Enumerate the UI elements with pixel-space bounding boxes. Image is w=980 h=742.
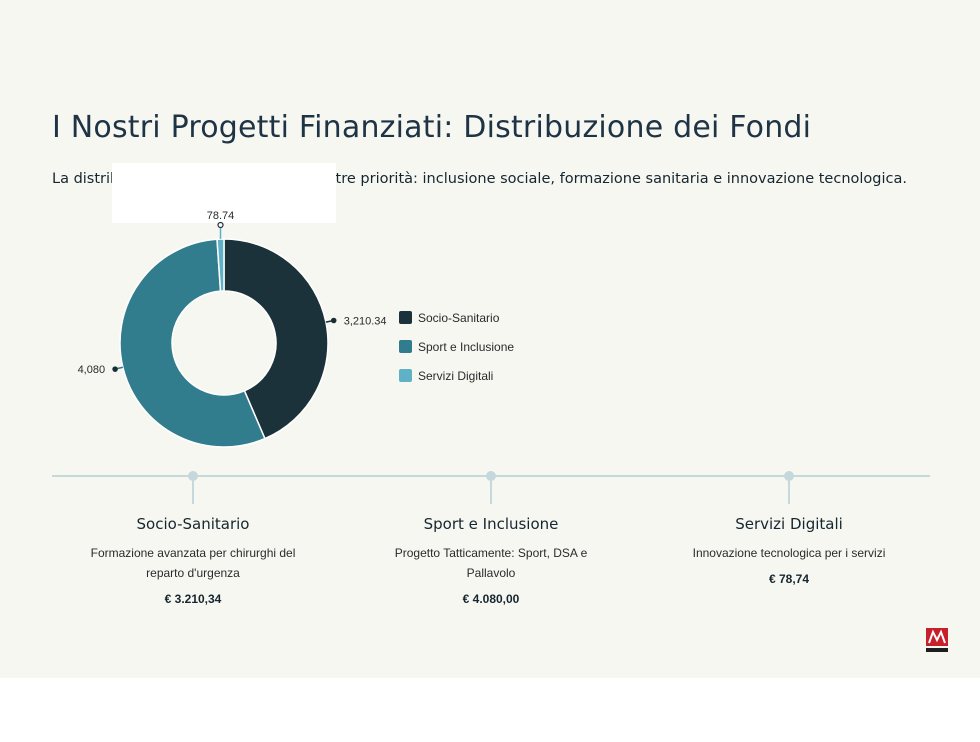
project-description-line: Innovazione tecnologica per i servizi — [692, 546, 886, 560]
project-card-servizi-digitali: Servizi Digitali Innovazione tecnologica… — [649, 515, 929, 586]
project-description-line: Progetto Tatticamente: Sport, DSA e — [394, 546, 588, 560]
project-description-line: Formazione avanzata per chirurghi del — [90, 546, 296, 560]
timeline-dot — [784, 471, 794, 481]
data-label-dot — [330, 317, 337, 324]
project-description-line: Pallavolo — [466, 566, 516, 580]
project-title: Socio-Sanitario — [136, 515, 250, 533]
chart-label-background — [112, 163, 336, 223]
data-label-dot — [112, 366, 118, 372]
legend-item-socio-sanitario[interactable]: Socio-Sanitario — [399, 303, 514, 332]
legend-swatch — [399, 340, 412, 353]
mosaico-logo — [926, 628, 948, 652]
project-amount: € 4.080,00 — [462, 592, 520, 606]
data-label-dot — [217, 221, 224, 229]
data-label: 3,210.34 — [344, 316, 387, 328]
donut-slice-3[interactable] — [216, 238, 225, 292]
project-amount: € 78,74 — [768, 572, 810, 586]
timeline-tick — [490, 477, 492, 504]
data-label: 78.74 — [207, 210, 235, 222]
legend-label: Socio-Sanitario — [418, 310, 500, 325]
project-card-sport-inclusione: Sport e Inclusione Progetto Tatticamente… — [351, 515, 631, 606]
project-description: Progetto Tatticamente: Sport, DSA e Pall… — [351, 543, 631, 583]
donut-slice-2[interactable] — [119, 238, 266, 448]
data-label: 4,080 — [78, 364, 106, 376]
project-description: Innovazione tecnologica per i servizi — [649, 543, 929, 563]
donut-chart: 3,210.34 4,080 78.74 — [78, 210, 387, 448]
timeline-dot — [486, 471, 496, 481]
legend-swatch — [399, 311, 412, 324]
slide: I Nostri Progetti Finanziati: Distribuzi… — [0, 0, 980, 678]
page-title: I Nostri Progetti Finanziati: Distribuzi… — [52, 110, 812, 145]
legend-label: Sport e Inclusione — [418, 339, 515, 354]
project-card-socio-sanitario: Socio-Sanitario Formazione avanzata per … — [53, 515, 333, 606]
project-title: Servizi Digitali — [735, 515, 843, 533]
timeline-dot — [188, 471, 198, 481]
donut-slice-1[interactable] — [223, 238, 329, 440]
timeline-tick — [192, 477, 194, 504]
legend-item-sport-inclusione[interactable]: Sport e Inclusione — [399, 332, 514, 361]
project-amount: € 3.210,34 — [164, 592, 222, 606]
legend-item-servizi-digitali[interactable]: Servizi Digitali — [399, 361, 514, 390]
project-description: Formazione avanzata per chirurghi del re… — [53, 543, 333, 583]
timeline-tick — [788, 477, 790, 504]
legend-swatch — [399, 369, 412, 382]
chart-legend: Socio-Sanitario Sport e Inclusione Servi… — [399, 303, 514, 390]
project-title: Sport e Inclusione — [423, 515, 559, 533]
project-description-line: reparto d'urgenza — [146, 566, 240, 580]
legend-label: Servizi Digitali — [418, 368, 494, 383]
